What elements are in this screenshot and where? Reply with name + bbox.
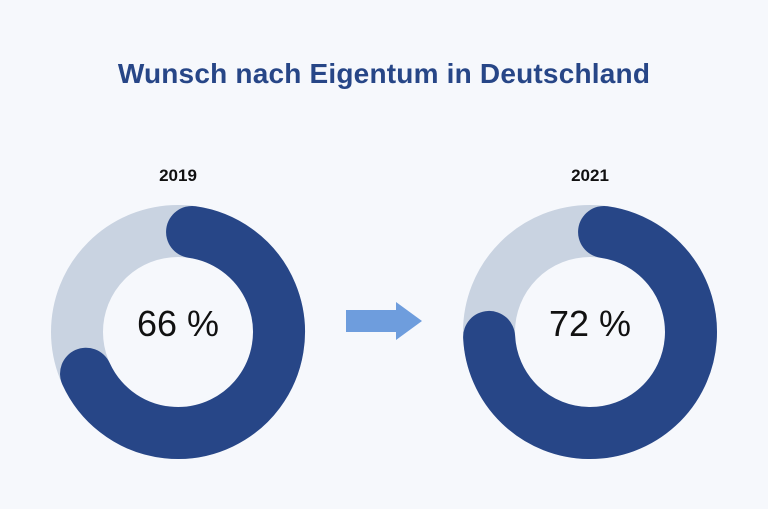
arrow-shape	[346, 302, 422, 340]
donut-value-2021: 72 %	[548, 303, 632, 344]
arrow-right-icon	[346, 302, 422, 340]
year-label-2021: 2021	[571, 166, 609, 185]
donut-value-2019: 66 %	[136, 303, 220, 344]
donut-chart-2019	[51, 205, 305, 459]
donut-arc-2021	[463, 205, 717, 459]
donut-arc-2019	[60, 205, 305, 459]
chart-title: Wunsch nach Eigentum in Deutschland	[117, 58, 651, 89]
donut-chart-2021	[463, 205, 717, 459]
year-label-2019: 2019	[159, 166, 197, 185]
